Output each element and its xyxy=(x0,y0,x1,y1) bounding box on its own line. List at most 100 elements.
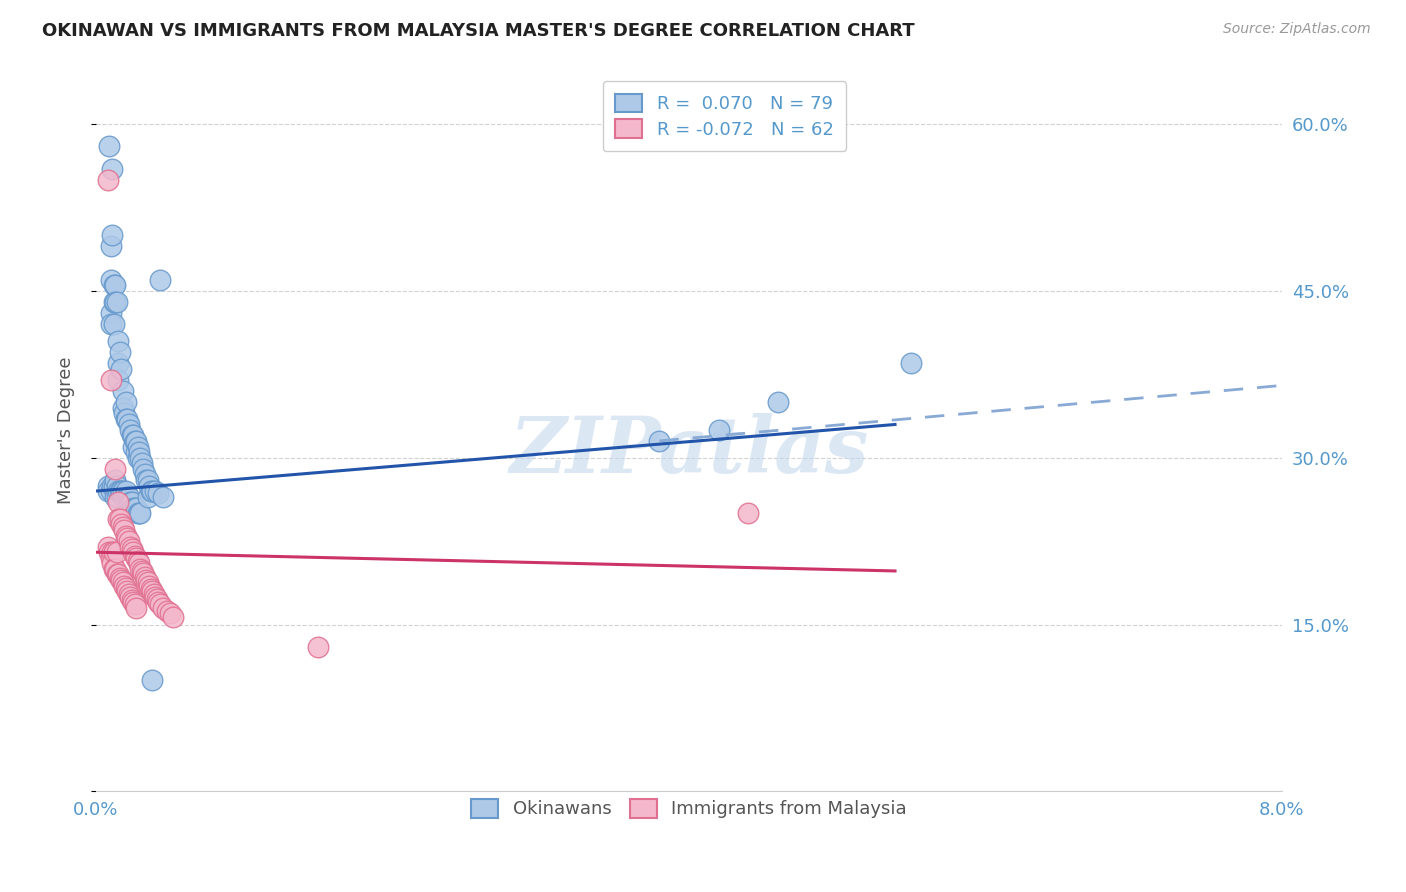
Point xyxy=(136,575,159,590)
Point xyxy=(107,512,129,526)
Point xyxy=(100,484,122,499)
Text: OKINAWAN VS IMMIGRANTS FROM MALAYSIA MASTER'S DEGREE CORRELATION CHART: OKINAWAN VS IMMIGRANTS FROM MALAYSIA MAS… xyxy=(42,22,915,40)
Point xyxy=(114,581,136,595)
Point xyxy=(100,550,122,565)
Point xyxy=(112,490,135,504)
Point xyxy=(128,506,150,520)
Point xyxy=(107,334,129,348)
Point xyxy=(100,318,122,332)
Point xyxy=(105,478,128,492)
Point xyxy=(105,567,128,582)
Point xyxy=(307,640,329,654)
Point xyxy=(104,473,127,487)
Point xyxy=(121,428,143,442)
Point xyxy=(129,450,152,465)
Point xyxy=(111,401,134,415)
Point xyxy=(103,295,125,310)
Point xyxy=(110,517,132,532)
Point xyxy=(125,500,148,515)
Point xyxy=(100,373,122,387)
Point xyxy=(107,356,129,370)
Point xyxy=(120,423,142,437)
Point xyxy=(101,545,124,559)
Point xyxy=(108,345,131,359)
Point xyxy=(115,531,138,545)
Text: Source: ZipAtlas.com: Source: ZipAtlas.com xyxy=(1223,22,1371,37)
Point xyxy=(122,595,145,609)
Point xyxy=(121,495,143,509)
Point xyxy=(120,540,142,554)
Point xyxy=(139,484,162,499)
Point xyxy=(97,540,120,554)
Point xyxy=(97,484,120,499)
Point xyxy=(108,484,131,499)
Point xyxy=(122,440,145,454)
Legend: Okinawans, Immigrants from Malaysia: Okinawans, Immigrants from Malaysia xyxy=(464,792,914,826)
Point xyxy=(104,295,127,310)
Point xyxy=(110,573,132,587)
Point xyxy=(107,373,129,387)
Point xyxy=(97,172,120,186)
Point xyxy=(97,478,120,492)
Point xyxy=(648,434,671,448)
Point xyxy=(141,584,163,599)
Point xyxy=(103,278,125,293)
Point xyxy=(100,273,122,287)
Point xyxy=(124,598,146,612)
Point xyxy=(104,462,127,476)
Point xyxy=(127,506,149,520)
Point xyxy=(138,478,160,492)
Point xyxy=(115,490,138,504)
Point xyxy=(103,545,125,559)
Point xyxy=(105,545,128,559)
Point xyxy=(110,484,132,499)
Point xyxy=(101,228,124,243)
Point xyxy=(115,411,138,425)
Point xyxy=(103,318,125,332)
Point xyxy=(128,557,150,571)
Point xyxy=(111,519,134,533)
Point xyxy=(103,562,125,576)
Point xyxy=(156,604,179,618)
Point xyxy=(98,139,121,153)
Point xyxy=(107,567,129,582)
Point xyxy=(125,445,148,459)
Point xyxy=(131,564,153,578)
Point xyxy=(105,490,128,504)
Point xyxy=(120,495,142,509)
Point xyxy=(148,595,170,609)
Point xyxy=(136,473,159,487)
Point xyxy=(112,578,135,592)
Point xyxy=(101,161,124,176)
Point xyxy=(104,562,127,576)
Point xyxy=(108,512,131,526)
Point xyxy=(129,506,152,520)
Point xyxy=(125,434,148,448)
Point xyxy=(149,598,172,612)
Point xyxy=(152,600,174,615)
Point xyxy=(146,591,169,606)
Point xyxy=(124,434,146,448)
Point xyxy=(107,484,129,499)
Point xyxy=(136,490,159,504)
Point xyxy=(143,590,166,604)
Point xyxy=(125,550,148,565)
Point xyxy=(134,467,156,482)
Point xyxy=(115,584,138,599)
Point xyxy=(117,417,139,432)
Point xyxy=(900,356,922,370)
Point xyxy=(121,541,143,556)
Point xyxy=(134,570,156,584)
Point xyxy=(131,456,153,470)
Point xyxy=(129,562,152,576)
Point xyxy=(117,490,139,504)
Point xyxy=(141,484,163,499)
Point xyxy=(101,478,124,492)
Point xyxy=(124,549,146,563)
Point xyxy=(122,545,145,559)
Point xyxy=(149,273,172,287)
Point xyxy=(143,484,166,499)
Point xyxy=(125,600,148,615)
Point xyxy=(162,609,184,624)
Point xyxy=(107,495,129,509)
